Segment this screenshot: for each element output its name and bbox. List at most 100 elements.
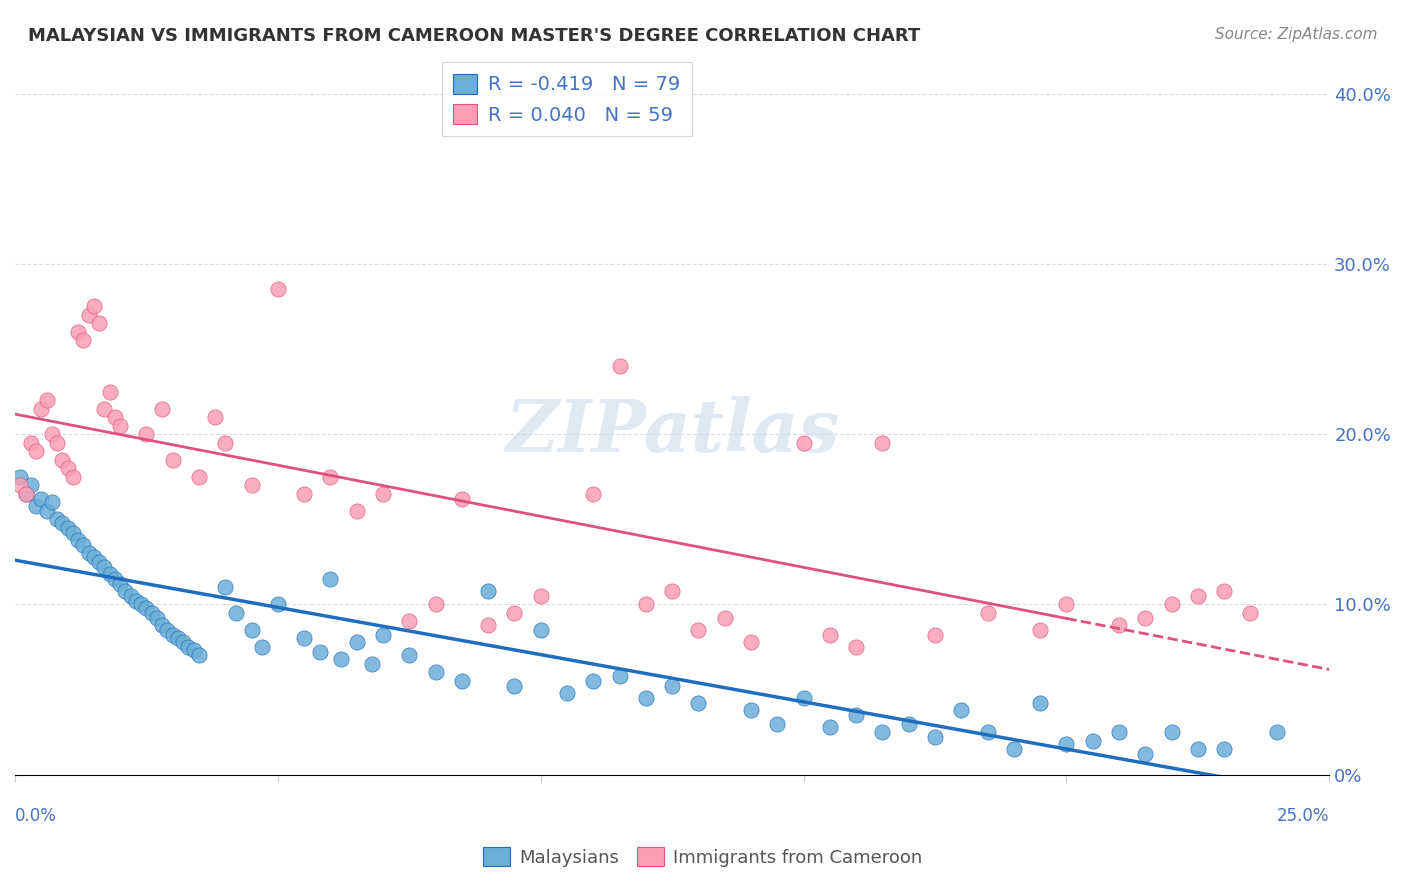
Point <box>93 401 115 416</box>
Point <box>214 435 236 450</box>
Point <box>1108 617 1130 632</box>
Point <box>371 486 394 500</box>
Point <box>135 427 157 442</box>
Point <box>361 657 384 671</box>
Point <box>77 546 100 560</box>
Point <box>292 486 315 500</box>
Text: MALAYSIAN VS IMMIGRANTS FROM CAMEROON MASTER'S DEGREE CORRELATION CHART: MALAYSIAN VS IMMIGRANTS FROM CAMEROON MA… <box>28 27 921 45</box>
Point <box>156 623 179 637</box>
Point <box>1135 611 1157 625</box>
Point <box>267 282 290 296</box>
Point <box>150 617 173 632</box>
Point <box>1135 747 1157 761</box>
Point <box>20 478 42 492</box>
Point <box>104 572 127 586</box>
Point <box>371 628 394 642</box>
Point <box>72 538 94 552</box>
Point <box>1160 725 1182 739</box>
Point <box>450 673 472 688</box>
Point <box>162 628 184 642</box>
Point <box>976 606 998 620</box>
Point <box>188 648 211 663</box>
Point <box>1054 598 1077 612</box>
Point <box>309 645 332 659</box>
Point <box>20 435 42 450</box>
Point <box>924 628 946 642</box>
Point <box>93 560 115 574</box>
Point <box>120 589 142 603</box>
Legend: Malaysians, Immigrants from Cameroon: Malaysians, Immigrants from Cameroon <box>477 840 929 874</box>
Text: 25.0%: 25.0% <box>1277 806 1329 825</box>
Text: ZIPatlas: ZIPatlas <box>505 396 839 467</box>
Point <box>141 606 163 620</box>
Point <box>872 725 894 739</box>
Point <box>845 640 868 654</box>
Point <box>1187 589 1209 603</box>
Point <box>250 640 273 654</box>
Point <box>98 566 121 581</box>
Point <box>51 516 73 530</box>
Point <box>582 486 605 500</box>
Point <box>240 478 263 492</box>
Point <box>240 623 263 637</box>
Point <box>398 615 420 629</box>
Point <box>87 317 110 331</box>
Point <box>924 730 946 744</box>
Point <box>25 444 48 458</box>
Point <box>225 606 247 620</box>
Point <box>292 632 315 646</box>
Point <box>688 623 710 637</box>
Point <box>67 325 90 339</box>
Point <box>46 512 69 526</box>
Legend: R = -0.419   N = 79, R = 0.040   N = 59: R = -0.419 N = 79, R = 0.040 N = 59 <box>441 62 692 136</box>
Point <box>1002 742 1025 756</box>
Point <box>609 359 631 373</box>
Point <box>135 600 157 615</box>
Point <box>1213 583 1236 598</box>
Point <box>204 410 226 425</box>
Point <box>183 643 205 657</box>
Point <box>713 611 735 625</box>
Point <box>845 708 868 723</box>
Point <box>1160 598 1182 612</box>
Point <box>793 690 815 705</box>
Point <box>398 648 420 663</box>
Point <box>56 521 79 535</box>
Point <box>661 679 683 693</box>
Point <box>30 401 52 416</box>
Point <box>77 308 100 322</box>
Point <box>950 703 973 717</box>
Point <box>1187 742 1209 756</box>
Point <box>125 594 148 608</box>
Point <box>329 652 352 666</box>
Point <box>8 478 31 492</box>
Point <box>41 495 63 509</box>
Point <box>1029 623 1052 637</box>
Point <box>319 572 342 586</box>
Point <box>477 583 499 598</box>
Point <box>766 716 789 731</box>
Point <box>346 504 368 518</box>
Point <box>146 611 169 625</box>
Point <box>98 384 121 399</box>
Point <box>108 418 131 433</box>
Point <box>319 469 342 483</box>
Point <box>634 690 657 705</box>
Point <box>104 410 127 425</box>
Point <box>72 334 94 348</box>
Point <box>1213 742 1236 756</box>
Point <box>46 435 69 450</box>
Point <box>129 598 152 612</box>
Point <box>688 696 710 710</box>
Point <box>108 577 131 591</box>
Point <box>56 461 79 475</box>
Point <box>83 300 105 314</box>
Point <box>555 686 578 700</box>
Point <box>793 435 815 450</box>
Point <box>1239 606 1261 620</box>
Point <box>818 628 841 642</box>
Point <box>25 499 48 513</box>
Point <box>530 589 553 603</box>
Point <box>62 525 84 540</box>
Point <box>188 469 211 483</box>
